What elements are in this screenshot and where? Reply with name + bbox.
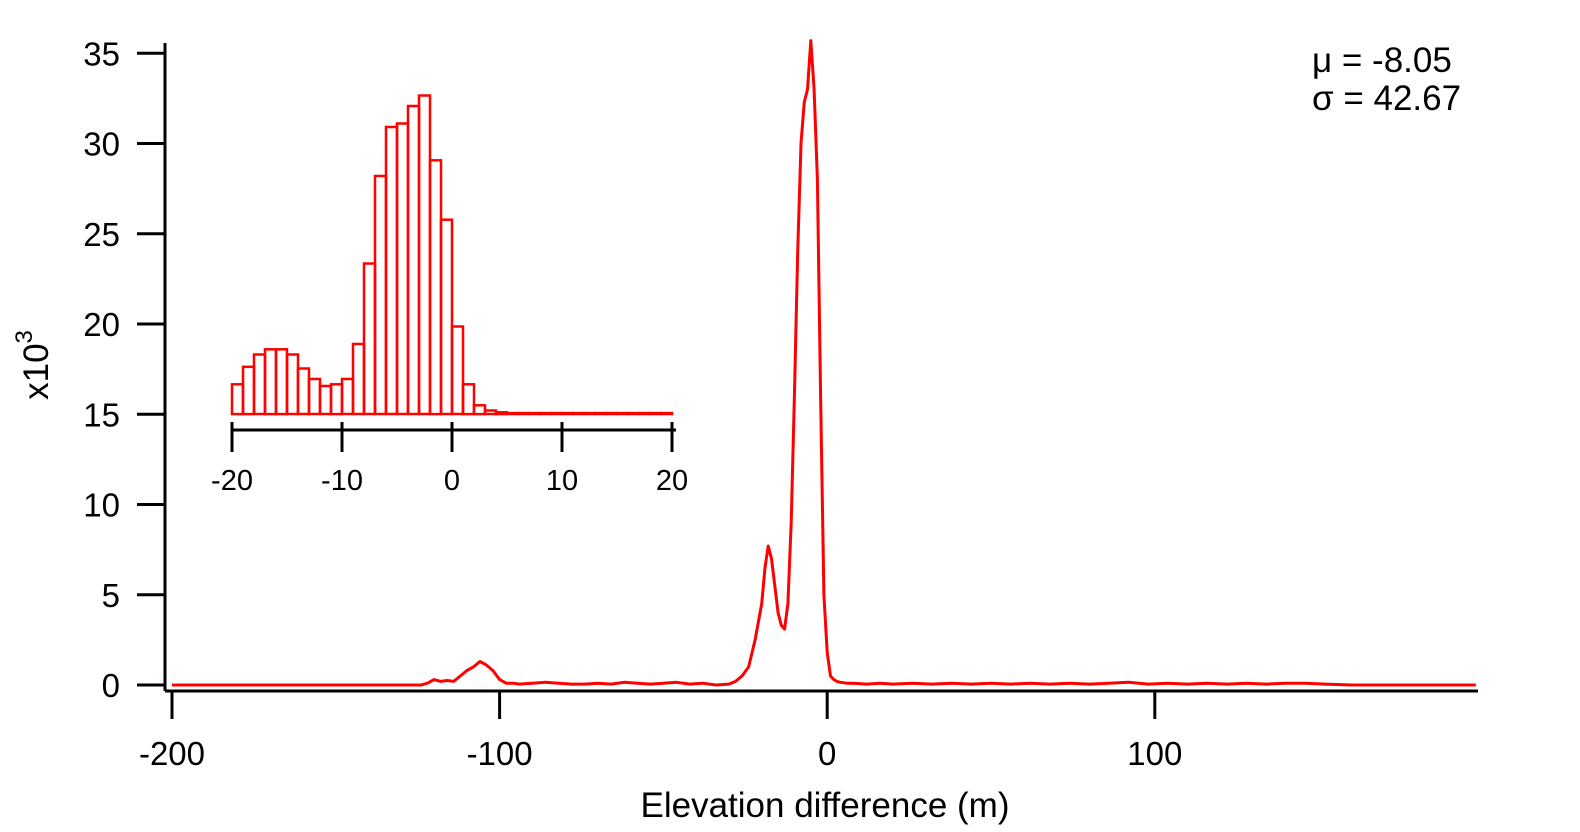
inset-bar xyxy=(527,411,542,416)
mean-annotation: μ = -8.05 xyxy=(1312,41,1452,80)
inset-bar xyxy=(439,218,454,416)
inset-bar xyxy=(450,325,465,416)
inset-bar xyxy=(428,159,443,416)
inset-bar xyxy=(230,383,245,416)
inset-bar xyxy=(384,125,399,416)
y-tick-label: 10 xyxy=(83,487,120,524)
inset-bar xyxy=(406,104,421,416)
x-axis-ticks: -200 -100 0 100 xyxy=(139,691,1182,772)
y-axis-title-exponent: 3 xyxy=(11,330,38,343)
sigma-annotation: σ = 42.67 xyxy=(1312,79,1461,118)
inset-x-tick-label: -20 xyxy=(211,465,253,497)
inset-bar xyxy=(307,377,322,416)
inset-bar xyxy=(483,409,498,416)
inset-bar xyxy=(494,411,509,416)
inset-bar xyxy=(615,411,630,416)
inset-bar xyxy=(626,411,641,416)
inset-bar xyxy=(351,342,366,416)
inset-bar xyxy=(637,411,652,416)
inset-bar xyxy=(395,122,410,416)
x-tick-label: -200 xyxy=(139,735,205,772)
y-tick-label: 35 xyxy=(83,35,120,72)
inset-x-tick-label: 0 xyxy=(444,465,460,497)
inset-histogram: -20 -10 0 10 20 xyxy=(211,94,688,497)
inset-x-axis-ticks: -20 -10 0 10 20 xyxy=(211,422,688,497)
inset-bar xyxy=(472,404,487,416)
y-axis-ticks: 0 5 10 15 20 25 30 35 xyxy=(83,35,165,704)
y-tick-label: 25 xyxy=(83,216,120,253)
inset-bar xyxy=(340,377,355,416)
inset-bar xyxy=(549,411,564,416)
inset-bar xyxy=(274,348,289,416)
inset-x-tick-label: -10 xyxy=(321,465,363,497)
y-tick-label: 5 xyxy=(102,577,120,614)
inset-bar xyxy=(648,411,663,416)
inset-bar xyxy=(461,383,476,416)
inset-x-tick-label: 10 xyxy=(546,465,578,497)
inset-bar xyxy=(373,174,388,416)
inset-bar xyxy=(263,348,278,416)
inset-bar xyxy=(659,411,674,416)
y-axis-title: x103 xyxy=(11,330,56,400)
y-tick-label: 20 xyxy=(83,306,120,343)
inset-bars xyxy=(230,94,674,416)
x-tick-label: 0 xyxy=(818,735,836,772)
inset-bar xyxy=(593,411,608,416)
inset-bar xyxy=(252,353,267,416)
inset-bar xyxy=(285,353,300,416)
inset-bar xyxy=(571,411,586,416)
main-series-line xyxy=(172,39,1476,687)
inset-bar xyxy=(318,384,333,416)
inset-x-tick-label: 20 xyxy=(656,465,688,497)
inset-bar xyxy=(604,411,619,416)
inset-bar xyxy=(241,365,256,416)
inset-bar xyxy=(582,411,597,416)
y-tick-label: 0 xyxy=(102,667,120,704)
inset-bar xyxy=(417,94,432,416)
inset-bar xyxy=(329,383,344,416)
inset-bar xyxy=(516,411,531,416)
inset-bar xyxy=(505,411,520,416)
x-tick-label: 100 xyxy=(1127,735,1182,772)
inset-bar xyxy=(362,262,377,416)
inset-bar xyxy=(560,411,575,416)
inset-bar xyxy=(296,367,311,416)
inset-bar xyxy=(538,411,553,416)
y-tick-label: 15 xyxy=(83,396,120,433)
x-tick-label: -100 xyxy=(467,735,533,772)
y-axis-title-base: x10 xyxy=(17,343,56,399)
x-axis-title: Elevation difference (m) xyxy=(641,786,1010,825)
y-tick-label: 30 xyxy=(83,126,120,163)
y-axis-title-group: x103 xyxy=(11,330,56,400)
